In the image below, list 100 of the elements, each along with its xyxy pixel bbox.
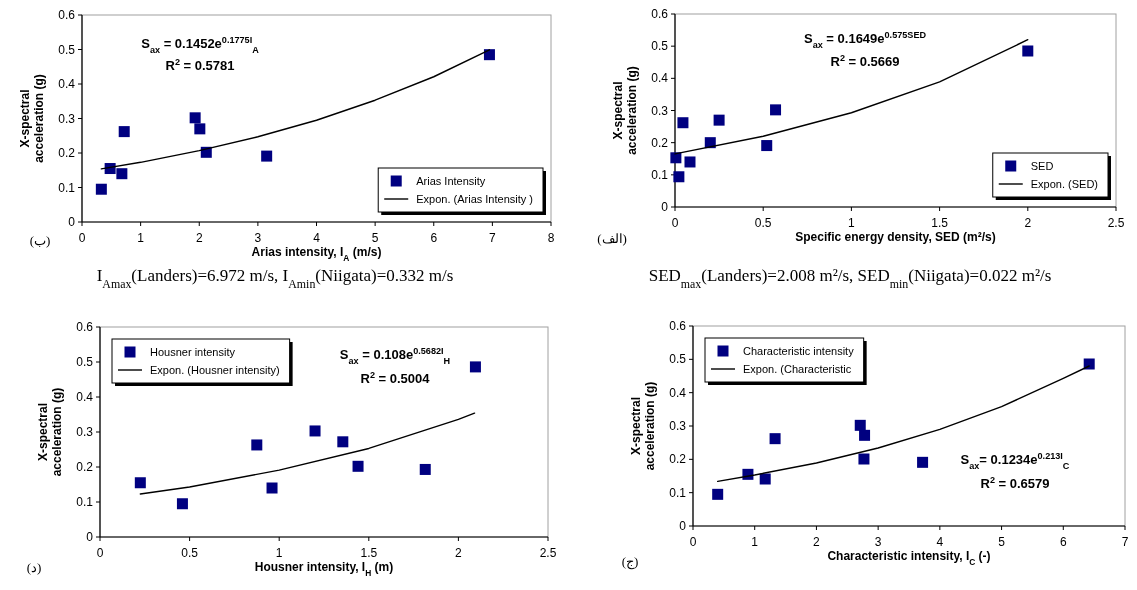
y-axis-title: X-spectral acceleration (g) bbox=[36, 387, 64, 477]
text: (ج) bbox=[621, 554, 639, 570]
x-tick-label: 3 bbox=[254, 231, 262, 245]
x-tick-label: 4 bbox=[313, 231, 321, 245]
y-tick-label: 0.4 bbox=[669, 385, 687, 400]
point bbox=[858, 453, 870, 465]
point bbox=[95, 183, 107, 195]
x-tick-label: 2 bbox=[813, 535, 821, 549]
y-axis-title: X-spectral acceleration (g) bbox=[18, 74, 46, 163]
y-tick-label: 0.3 bbox=[651, 103, 669, 118]
legend-label: Arias Intensity bbox=[416, 175, 486, 187]
point bbox=[770, 104, 782, 116]
y-tick-label: 0.2 bbox=[669, 452, 687, 467]
legend-label: Characteristic intensity bbox=[743, 345, 855, 357]
x-tick-label: 6 bbox=[430, 231, 438, 245]
x-tick-label: 1 bbox=[275, 546, 283, 560]
x-tick-label: 1 bbox=[751, 535, 759, 549]
point bbox=[1022, 45, 1034, 57]
text: (ب) bbox=[29, 233, 51, 248]
x-tick-label: 1.5 bbox=[360, 546, 378, 560]
point bbox=[134, 477, 146, 489]
text: (د) bbox=[26, 560, 42, 575]
y-tick-label: 0.1 bbox=[669, 485, 687, 500]
point bbox=[251, 439, 263, 451]
y-tick-label: 0.1 bbox=[58, 180, 76, 195]
point bbox=[352, 460, 364, 472]
y-tick-label: 0.4 bbox=[58, 77, 76, 91]
point bbox=[713, 114, 725, 126]
legend-label: Housner intensity bbox=[150, 346, 236, 358]
annotation: R$^{2}$ = 0.5669 bbox=[830, 53, 900, 69]
legend-label: Expon. (SED) bbox=[1030, 178, 1098, 190]
point bbox=[419, 463, 431, 475]
point bbox=[189, 112, 201, 124]
point bbox=[266, 482, 278, 494]
y-tick-label: 0.1 bbox=[651, 167, 669, 182]
x-tick-label: 7 bbox=[1121, 535, 1129, 549]
line-series bbox=[139, 412, 476, 495]
x-axis-title: Characteristic intensity, I$_{C}$ (-) bbox=[827, 549, 991, 567]
point bbox=[769, 433, 781, 445]
point bbox=[194, 123, 206, 135]
point bbox=[116, 168, 128, 180]
x-tick-label: 1.5 bbox=[931, 216, 949, 230]
annotation: R$^{2}$ = 0.5781 bbox=[165, 57, 235, 73]
x-axis-title: Specific energy density, SED (m²/s) bbox=[795, 230, 996, 244]
x-tick-label: 0.5 bbox=[754, 216, 772, 230]
text: I$_{Amax}$(Landers)=6.972 m/s, I$_{Amin}$(Niigata)=0.332 m/s bbox=[96, 266, 454, 291]
x-tick-label: 0 bbox=[689, 535, 697, 549]
point bbox=[677, 117, 689, 129]
y-tick-label: 0.6 bbox=[58, 8, 76, 22]
x-tick-label: 0 bbox=[96, 546, 104, 560]
point bbox=[854, 419, 866, 431]
x-tick-label: 1 bbox=[137, 231, 145, 245]
point bbox=[309, 425, 321, 437]
x-tick-label: 4 bbox=[936, 535, 944, 549]
point bbox=[337, 436, 349, 448]
x-axis-title: Arias intensity, I$_{A}$ (m/s) bbox=[251, 245, 382, 263]
y-axis-title: X-spectral acceleration (g) bbox=[629, 381, 657, 471]
x-tick-label: 1 bbox=[848, 216, 856, 230]
y-tick-label: 0.4 bbox=[76, 390, 94, 404]
y-tick-label: 0.6 bbox=[669, 319, 687, 333]
y-tick-label: 0.4 bbox=[651, 71, 669, 86]
point bbox=[712, 488, 724, 500]
y-tick-label: 0.1 bbox=[76, 495, 94, 509]
y-tick-label: 0 bbox=[661, 200, 669, 214]
y-tick-label: 0.2 bbox=[651, 135, 669, 150]
x-tick-label: 2 bbox=[455, 546, 463, 560]
point bbox=[673, 171, 685, 183]
x-tick-label: 0.5 bbox=[181, 546, 199, 560]
x-tick-label: 2.5 bbox=[539, 546, 557, 560]
annotation: S$_{ax}$ = 0.1649e$^{0.575SED}$ bbox=[803, 30, 927, 50]
x-axis-title: Housner intensity, I$_{H}$ (m) bbox=[254, 560, 394, 578]
y-tick-label: 0.3 bbox=[76, 425, 94, 439]
point bbox=[917, 456, 929, 468]
x-tick-label: 5 bbox=[998, 535, 1006, 549]
y-tick-label: 0.6 bbox=[76, 320, 94, 334]
legend-label: Expon. (Arias Intensity ) bbox=[416, 193, 533, 205]
point bbox=[761, 140, 773, 152]
point bbox=[1083, 358, 1095, 370]
y-tick-label: 0.3 bbox=[58, 111, 76, 126]
x-tick-label: 2 bbox=[195, 231, 203, 245]
y-tick-label: 0.5 bbox=[669, 352, 687, 367]
y-axis-title: X-spectral acceleration (g) bbox=[611, 66, 639, 155]
text: SED$_{max}$(Landers)=2.008 m²/s, SED$_{min}$(Niigata)=0.022 m²/s bbox=[648, 266, 1052, 291]
text: (الف) bbox=[597, 231, 627, 246]
y-tick-label: 0.2 bbox=[76, 460, 94, 474]
y-tick-label: 0.5 bbox=[58, 42, 76, 57]
point bbox=[483, 49, 495, 61]
y-tick-label: 0.3 bbox=[669, 419, 687, 433]
legend-label: Expon. (Characteristic bbox=[743, 363, 852, 375]
legend-label: SED bbox=[1030, 160, 1054, 172]
x-tick-label: 2 bbox=[1024, 216, 1032, 230]
point bbox=[859, 429, 871, 441]
point bbox=[261, 150, 273, 162]
x-tick-label: 8 bbox=[547, 231, 555, 245]
legend-label: Expon. (Housner intensity) bbox=[150, 364, 280, 376]
x-tick-label: 6 bbox=[1059, 535, 1067, 549]
point bbox=[670, 152, 682, 164]
y-tick-label: 0.6 bbox=[651, 7, 669, 21]
point bbox=[176, 498, 188, 510]
point bbox=[759, 473, 771, 485]
